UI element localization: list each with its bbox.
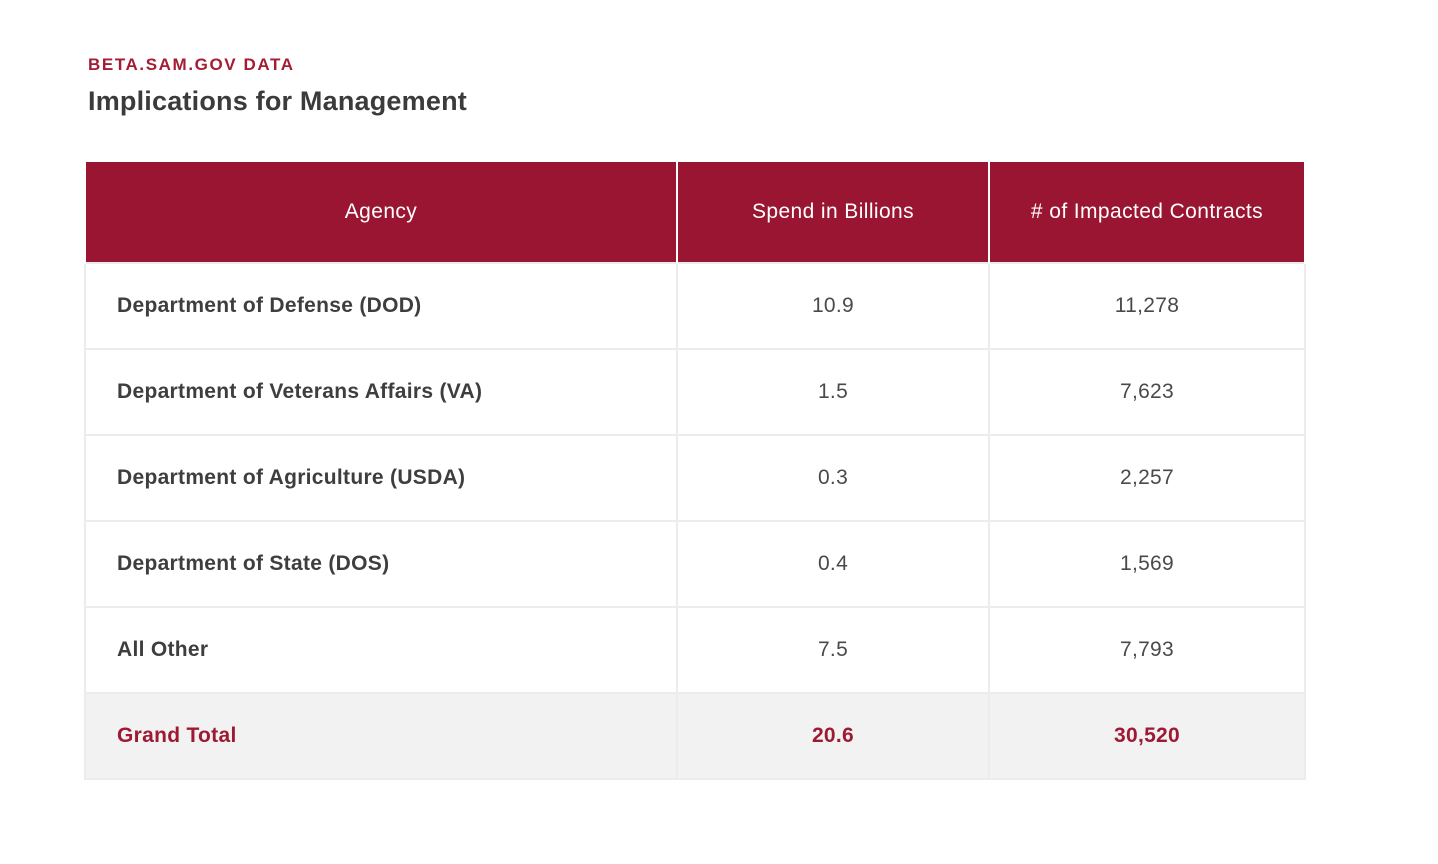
- table-row: Department of Defense (DOD) 10.9 11,278: [84, 262, 1306, 350]
- agency-cell: Department of Agriculture (USDA): [84, 434, 678, 522]
- spend-cell: 1.5: [676, 348, 990, 436]
- col-header-spend: Spend in Billions: [676, 160, 990, 263]
- contracts-cell: 2,257: [988, 434, 1306, 522]
- agency-cell: Department of State (DOS): [84, 520, 678, 608]
- table-row: All Other 7.5 7,793: [84, 606, 1306, 694]
- agency-cell: Department of Veterans Affairs (VA): [84, 348, 678, 436]
- spend-cell: 20.6: [676, 692, 990, 780]
- spend-cell: 7.5: [676, 606, 990, 694]
- spend-cell: 0.4: [676, 520, 990, 608]
- spend-cell: 0.3: [676, 434, 990, 522]
- grand-total-row: Grand Total 20.6 30,520: [84, 692, 1306, 780]
- header-block: BETA.SAM.GOV DATA Implications for Manag…: [88, 0, 1438, 117]
- contracts-cell: 7,623: [988, 348, 1306, 436]
- col-header-agency: Agency: [84, 160, 678, 263]
- spend-cell: 10.9: [676, 262, 990, 350]
- table-row: Department of State (DOS) 0.4 1,569: [84, 520, 1306, 608]
- table-body: Department of Defense (DOD) 10.9 11,278 Dep…: [84, 262, 1306, 780]
- page-title: Implications for Management: [88, 86, 467, 116]
- eyebrow-label: BETA.SAM.GOV DATA: [88, 55, 295, 74]
- table-row: Department of Agriculture (USDA) 0.3 2,257: [84, 434, 1306, 522]
- agency-cell: Grand Total: [84, 692, 678, 780]
- agency-cell: Department of Defense (DOD): [84, 262, 678, 350]
- contracts-cell: 30,520: [988, 692, 1306, 780]
- table-header-row: Agency Spend in Billions # of Impacted Con…: [84, 160, 1306, 263]
- col-header-contracts: # of Impacted Contracts: [988, 160, 1306, 263]
- contracts-cell: 1,569: [988, 520, 1306, 608]
- contracts-cell: 7,793: [988, 606, 1306, 694]
- table-row: Department of Veterans Affairs (VA) 1.5 7,…: [84, 348, 1306, 436]
- agency-spend-table: Agency Spend in Billions # of Impacted Con…: [84, 160, 1306, 780]
- contracts-cell: 11,278: [988, 262, 1306, 350]
- agency-cell: All Other: [84, 606, 678, 694]
- table-header: Agency Spend in Billions # of Impacted Con…: [84, 160, 1306, 263]
